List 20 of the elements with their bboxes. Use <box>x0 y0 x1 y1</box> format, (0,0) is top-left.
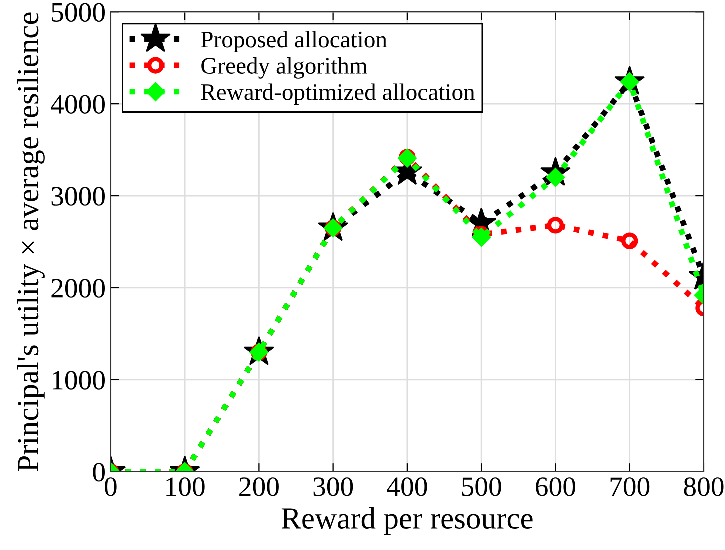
x-tick-label: 400 <box>387 478 428 496</box>
x-tick-label: 600 <box>536 478 576 496</box>
y-tick-label: 3000 <box>52 187 106 206</box>
legend-label: Greedy algorithm <box>202 57 368 79</box>
x-tick-label: 500 <box>462 478 502 496</box>
x-axis-title: Reward per resource <box>282 508 533 536</box>
y-tick-label: 0 <box>93 463 106 482</box>
legend-label: Proposed allocation <box>201 31 388 53</box>
x-tick-label: 700 <box>610 478 650 496</box>
x-tick-label: 0 <box>105 478 117 496</box>
y-tick-label: 5000 <box>52 3 106 22</box>
x-tick-label: 200 <box>240 478 279 496</box>
y-axis-title: Principal's utility × average resilience <box>17 12 45 472</box>
x-tick-label: 300 <box>314 478 354 496</box>
y-tick-label: 1000 <box>52 371 106 390</box>
x-tick-label: 100 <box>166 478 205 496</box>
x-tick-label: 800 <box>684 478 724 496</box>
y-tick-label: 4000 <box>51 95 106 114</box>
y-tick-label: 2000 <box>52 279 106 298</box>
legend-label: Reward-optimized allocation <box>201 84 475 106</box>
